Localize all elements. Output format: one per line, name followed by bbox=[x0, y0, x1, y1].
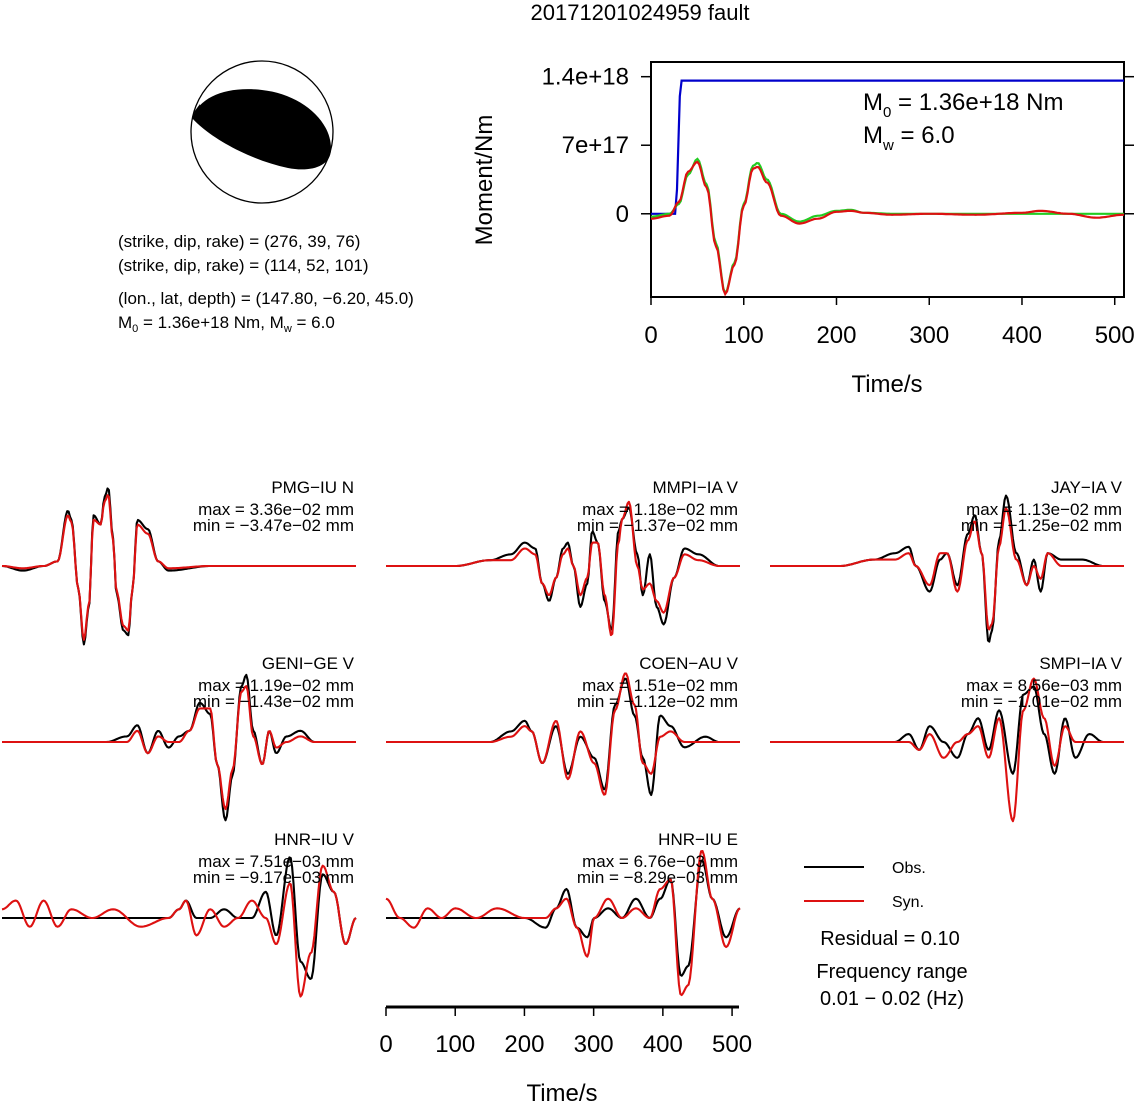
station-max: max = 1.19e−02 mm bbox=[198, 676, 354, 695]
synthetic-trace bbox=[2, 494, 356, 641]
observed-trace bbox=[386, 859, 741, 977]
synthetic-trace bbox=[386, 500, 740, 637]
station-min: min = −1.25e−02 mm bbox=[961, 516, 1122, 535]
synthetic-trace bbox=[1, 864, 357, 998]
legend-syn-label: Syn. bbox=[892, 894, 924, 911]
moment-series-group bbox=[650, 79, 1124, 297]
mechanism-line-3: (lon., lat, depth) = (147.80, −6.20, 45.… bbox=[118, 289, 414, 308]
moment-m0-subscript: 0 bbox=[883, 104, 891, 121]
station-label: COEN−AU V bbox=[639, 654, 738, 673]
waveform-time-axis: Time/s 0 100 200 300 400 500 bbox=[379, 1005, 752, 1104]
mw-value: = 6.0 bbox=[292, 313, 335, 332]
station-min: min = −1.37e−02 mm bbox=[577, 516, 738, 535]
station-label: PMG−IU N bbox=[271, 478, 354, 497]
legend-obs-label: Obs. bbox=[892, 860, 926, 877]
waveform-x-tick-label: 200 bbox=[504, 1031, 544, 1058]
station-min: min = −9.17e−03 mm bbox=[193, 868, 354, 887]
moment-mw-letter: M bbox=[863, 122, 883, 149]
station-max: max = 8.56e−03 mm bbox=[966, 676, 1122, 695]
moment-x-tick-label: 100 bbox=[724, 322, 764, 349]
moment-mw-subscript: w bbox=[882, 137, 894, 154]
moment-x-tick-label: 200 bbox=[816, 322, 856, 349]
mechanism-line-1: (strike, dip, rake) = (276, 39, 76) bbox=[118, 232, 360, 251]
synthetic-trace bbox=[770, 507, 1124, 631]
moment-y-tick-label: 1.4e+18 bbox=[542, 64, 629, 91]
frequency-range-title: Frequency range bbox=[816, 961, 967, 983]
station-min: min = −3.47e−02 mm bbox=[193, 516, 354, 535]
station-min: min = −1.12e−02 mm bbox=[577, 692, 738, 711]
waveform-x-tick-label: 400 bbox=[643, 1031, 683, 1058]
beachball-edge bbox=[194, 104, 200, 124]
mechanism-line-2: (strike, dip, rake) = (114, 52, 101) bbox=[118, 256, 369, 275]
moment-x-tick-label: 500 bbox=[1095, 322, 1135, 349]
station-max: max = 1.13e−02 mm bbox=[966, 500, 1122, 519]
synthetic-trace bbox=[2, 685, 356, 811]
beachball bbox=[190, 60, 334, 204]
m0-subscript: 0 bbox=[132, 323, 138, 335]
moment-mw-value: = 6.0 bbox=[894, 122, 955, 149]
moment-y-tick-label: 0 bbox=[616, 201, 629, 228]
station-min: min = −1.01e−02 mm bbox=[961, 692, 1122, 711]
moment-m0-value: = 1.36e+18 Nm bbox=[891, 89, 1063, 116]
residual-label: Residual = 0.10 bbox=[820, 928, 960, 950]
waveform-x-tick-label: 500 bbox=[712, 1031, 752, 1058]
station-label: GENI−GE V bbox=[262, 654, 355, 673]
synthetic-trace bbox=[385, 849, 741, 997]
station-max: max = 7.51e−03 mm bbox=[198, 852, 354, 871]
moment-x-tick-label: 400 bbox=[1002, 322, 1042, 349]
station-label: HNR−IU E bbox=[658, 830, 738, 849]
moment-x-tick-label: 300 bbox=[909, 322, 949, 349]
mechanism-moment-line: M0 = 1.36e+18 Nm, Mw = 6.0 bbox=[118, 313, 335, 335]
moment-x-tick-label: 0 bbox=[644, 322, 657, 349]
waveform-x-tick-label: 300 bbox=[574, 1031, 614, 1058]
station-label: HNR−IU V bbox=[274, 830, 354, 849]
moment-m0-letter: M bbox=[863, 89, 883, 116]
moment-m0-label: M0 = 1.36e+18 Nm bbox=[863, 89, 1063, 121]
moment-mw-label: Mw = 6.0 bbox=[863, 122, 955, 154]
station-label: MMPI−IA V bbox=[653, 478, 739, 497]
station-max: max = 3.36e−02 mm bbox=[198, 500, 354, 519]
moment-axes: 0 100 200 300 400 500 0 7e+17 1.4e+18 bbox=[542, 64, 1135, 349]
moment-plot-frame bbox=[650, 61, 1125, 298]
legend: Obs. Syn. Residual = 0.10 Frequency rang… bbox=[804, 860, 968, 1010]
frequency-range-value: 0.01 − 0.02 (Hz) bbox=[820, 988, 964, 1010]
moment-y-axis-label: Moment/Nm bbox=[471, 115, 498, 246]
station-label: SMPI−IA V bbox=[1039, 654, 1122, 673]
moment-x-axis-label: Time/s bbox=[851, 371, 922, 398]
station-min: min = −1.43e−02 mm bbox=[193, 692, 354, 711]
moment-rate-red-line bbox=[650, 160, 1124, 297]
m0-value: = 1.36e+18 Nm, M bbox=[138, 313, 284, 332]
waveform-x-tick-label: 100 bbox=[435, 1031, 475, 1058]
beachball-compression bbox=[192, 89, 332, 170]
moment-y-tick-label: 7e+17 bbox=[562, 132, 629, 159]
station-max: max = 6.76e−03 mm bbox=[582, 852, 738, 871]
synthetic-trace bbox=[386, 672, 740, 796]
waveform-x-axis-label: Time/s bbox=[526, 1080, 597, 1104]
station-label: JAY−IA V bbox=[1051, 478, 1123, 497]
synthetic-trace bbox=[770, 677, 1124, 823]
mechanism-info: (strike, dip, rake) = (276, 39, 76) (str… bbox=[118, 232, 414, 335]
station-max: max = 1.51e−02 mm bbox=[582, 676, 738, 695]
waveform-x-tick-label: 0 bbox=[379, 1031, 392, 1058]
station-max: max = 1.18e−02 mm bbox=[582, 500, 738, 519]
figure-title: 20171201024959 fault bbox=[531, 0, 750, 25]
mw-subscript: w bbox=[283, 323, 292, 335]
m0-letter: M bbox=[118, 313, 132, 332]
station-min: min = −8.29e−03 mm bbox=[577, 868, 738, 887]
